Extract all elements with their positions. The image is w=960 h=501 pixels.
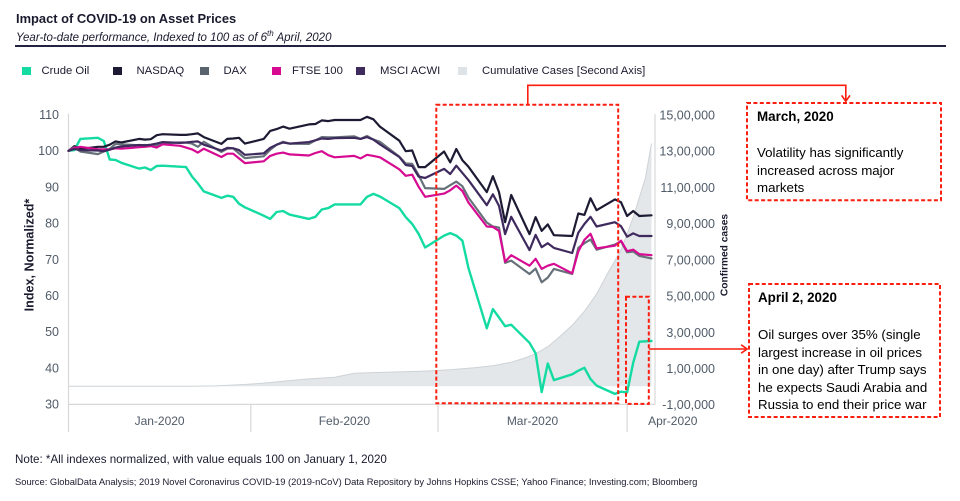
svg-text:30: 30: [45, 398, 59, 412]
svg-text:13,00,000: 13,00,000: [659, 145, 715, 159]
svg-text:50: 50: [45, 325, 59, 339]
svg-text:15,00,000: 15,00,000: [659, 108, 715, 122]
svg-text:9,00,000: 9,00,000: [666, 217, 715, 231]
svg-text:80: 80: [45, 217, 59, 231]
svg-text:-1,00,000: -1,00,000: [662, 398, 715, 412]
svg-text:Confirmed cases: Confirmed cases: [720, 214, 731, 296]
svg-text:5,00,000: 5,00,000: [666, 290, 715, 304]
svg-text:Apr-2020: Apr-2020: [648, 414, 698, 428]
svg-text:70: 70: [45, 253, 59, 267]
svg-text:Mar-2020: Mar-2020: [507, 414, 559, 428]
svg-text:100: 100: [38, 144, 59, 158]
svg-text:3,00,000: 3,00,000: [666, 326, 715, 340]
svg-text:Jan-2020: Jan-2020: [135, 414, 185, 428]
svg-text:90: 90: [45, 180, 59, 194]
svg-text:Index, Normalized*: Index, Normalized*: [23, 199, 37, 312]
svg-text:Feb-2020: Feb-2020: [319, 414, 371, 428]
svg-text:40: 40: [45, 362, 59, 376]
svg-text:11,00,000: 11,00,000: [660, 181, 715, 195]
svg-text:60: 60: [45, 289, 59, 303]
svg-text:7,00,000: 7,00,000: [666, 253, 715, 267]
svg-text:1,00,000: 1,00,000: [666, 362, 715, 376]
svg-text:110: 110: [39, 108, 59, 122]
